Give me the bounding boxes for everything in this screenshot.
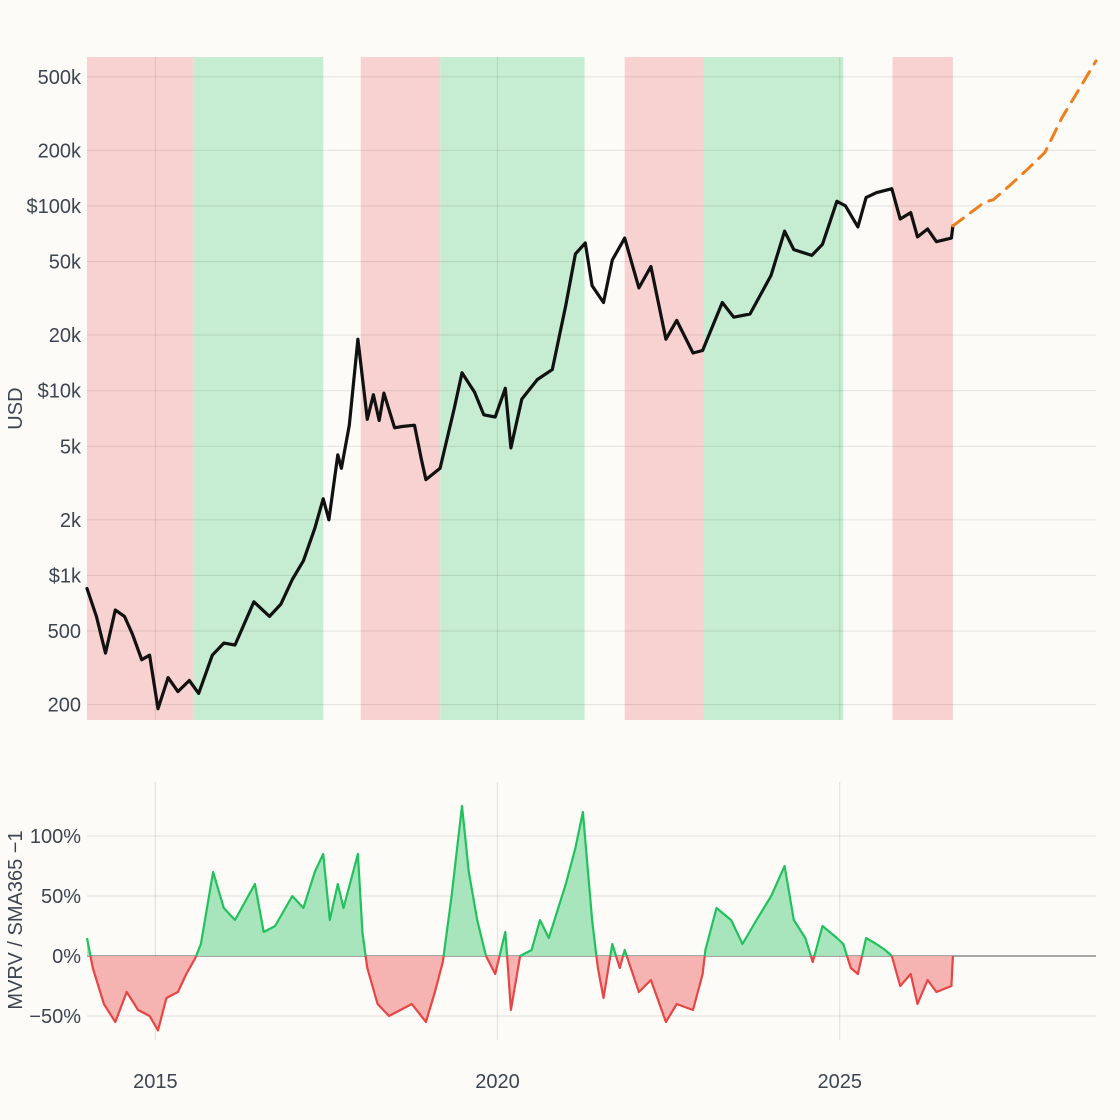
negative-line bbox=[89, 955, 198, 1032]
negative-line bbox=[809, 955, 816, 964]
y-tick-label: 20k bbox=[49, 325, 82, 347]
bear-phase-band bbox=[624, 57, 704, 720]
positive-line bbox=[621, 948, 628, 957]
positive-line bbox=[813, 924, 849, 957]
positive-area bbox=[862, 938, 892, 956]
bull-phase-band bbox=[193, 57, 324, 720]
phase-regions bbox=[87, 57, 953, 720]
y-tick-label: 100% bbox=[30, 826, 81, 848]
price-y-axis-label: USD bbox=[5, 387, 27, 429]
y-tick-label: 2k bbox=[60, 510, 82, 532]
positive-line bbox=[195, 852, 367, 957]
positive-area bbox=[704, 866, 811, 956]
negative-line bbox=[845, 955, 864, 976]
y-tick-label: 500 bbox=[48, 621, 81, 643]
positive-line bbox=[85, 937, 92, 957]
y-tick-label: 200k bbox=[38, 140, 82, 162]
y-tick-label: $100k bbox=[27, 196, 82, 218]
y-tick-label: 5k bbox=[60, 436, 82, 458]
bear-phase-band bbox=[360, 57, 441, 720]
negative-area bbox=[891, 956, 953, 1004]
price-lines bbox=[85, 59, 1098, 711]
negative-line bbox=[485, 955, 501, 976]
x-tick-labels: 2015 2020 2025 bbox=[133, 1071, 862, 1093]
positive-line bbox=[860, 936, 893, 957]
bull-phase-band bbox=[703, 57, 844, 720]
positive-line bbox=[442, 804, 488, 957]
bear-phase-band bbox=[892, 57, 953, 720]
positive-area bbox=[196, 854, 366, 956]
price-gridlines bbox=[87, 57, 1096, 720]
oscillator-y-tick-labels: −50% 0% 50% 100% bbox=[29, 826, 81, 1028]
price-line bbox=[85, 187, 955, 711]
negative-area bbox=[365, 956, 444, 1022]
negative-line bbox=[625, 955, 706, 1024]
positive-line bbox=[609, 942, 618, 957]
negative-area bbox=[90, 956, 197, 1031]
bear-phase-band bbox=[87, 57, 194, 720]
positive-line bbox=[498, 930, 509, 957]
negative-area bbox=[596, 956, 611, 998]
y-tick-label: 50k bbox=[49, 252, 82, 274]
x-tick-label: 2015 bbox=[133, 1071, 178, 1093]
negative-line bbox=[595, 955, 612, 1000]
y-tick-label: 50% bbox=[41, 886, 81, 908]
y-tick-label: $10k bbox=[38, 381, 82, 403]
price-y-tick-labels: 200 500 $1k 2k 5k $10k 20k 50k $100k 200k 500k bbox=[27, 67, 82, 717]
positive-line bbox=[703, 864, 812, 957]
bull-phase-band bbox=[440, 57, 585, 720]
y-tick-label: $1k bbox=[49, 565, 82, 587]
y-tick-label: −50% bbox=[29, 1006, 81, 1028]
positive-line bbox=[519, 810, 598, 957]
y-tick-label: 200 bbox=[48, 695, 81, 717]
negative-line bbox=[506, 955, 522, 1012]
negative-line bbox=[890, 955, 954, 1006]
positive-area bbox=[520, 812, 597, 956]
negative-line bbox=[364, 955, 445, 1024]
oscillator-area bbox=[85, 804, 954, 1032]
y-tick-label: 0% bbox=[52, 946, 81, 968]
x-tick-label: 2025 bbox=[817, 1071, 862, 1093]
positive-area bbox=[443, 806, 486, 956]
positive-area bbox=[814, 926, 847, 956]
projection-line bbox=[951, 59, 1098, 228]
negative-area bbox=[626, 956, 705, 1022]
x-tick-label: 2020 bbox=[475, 1071, 520, 1093]
oscillator-y-axis-label: MVRV / SMA365 −1 bbox=[5, 830, 27, 1009]
negative-line bbox=[614, 955, 625, 970]
y-tick-label: 500k bbox=[38, 67, 82, 89]
